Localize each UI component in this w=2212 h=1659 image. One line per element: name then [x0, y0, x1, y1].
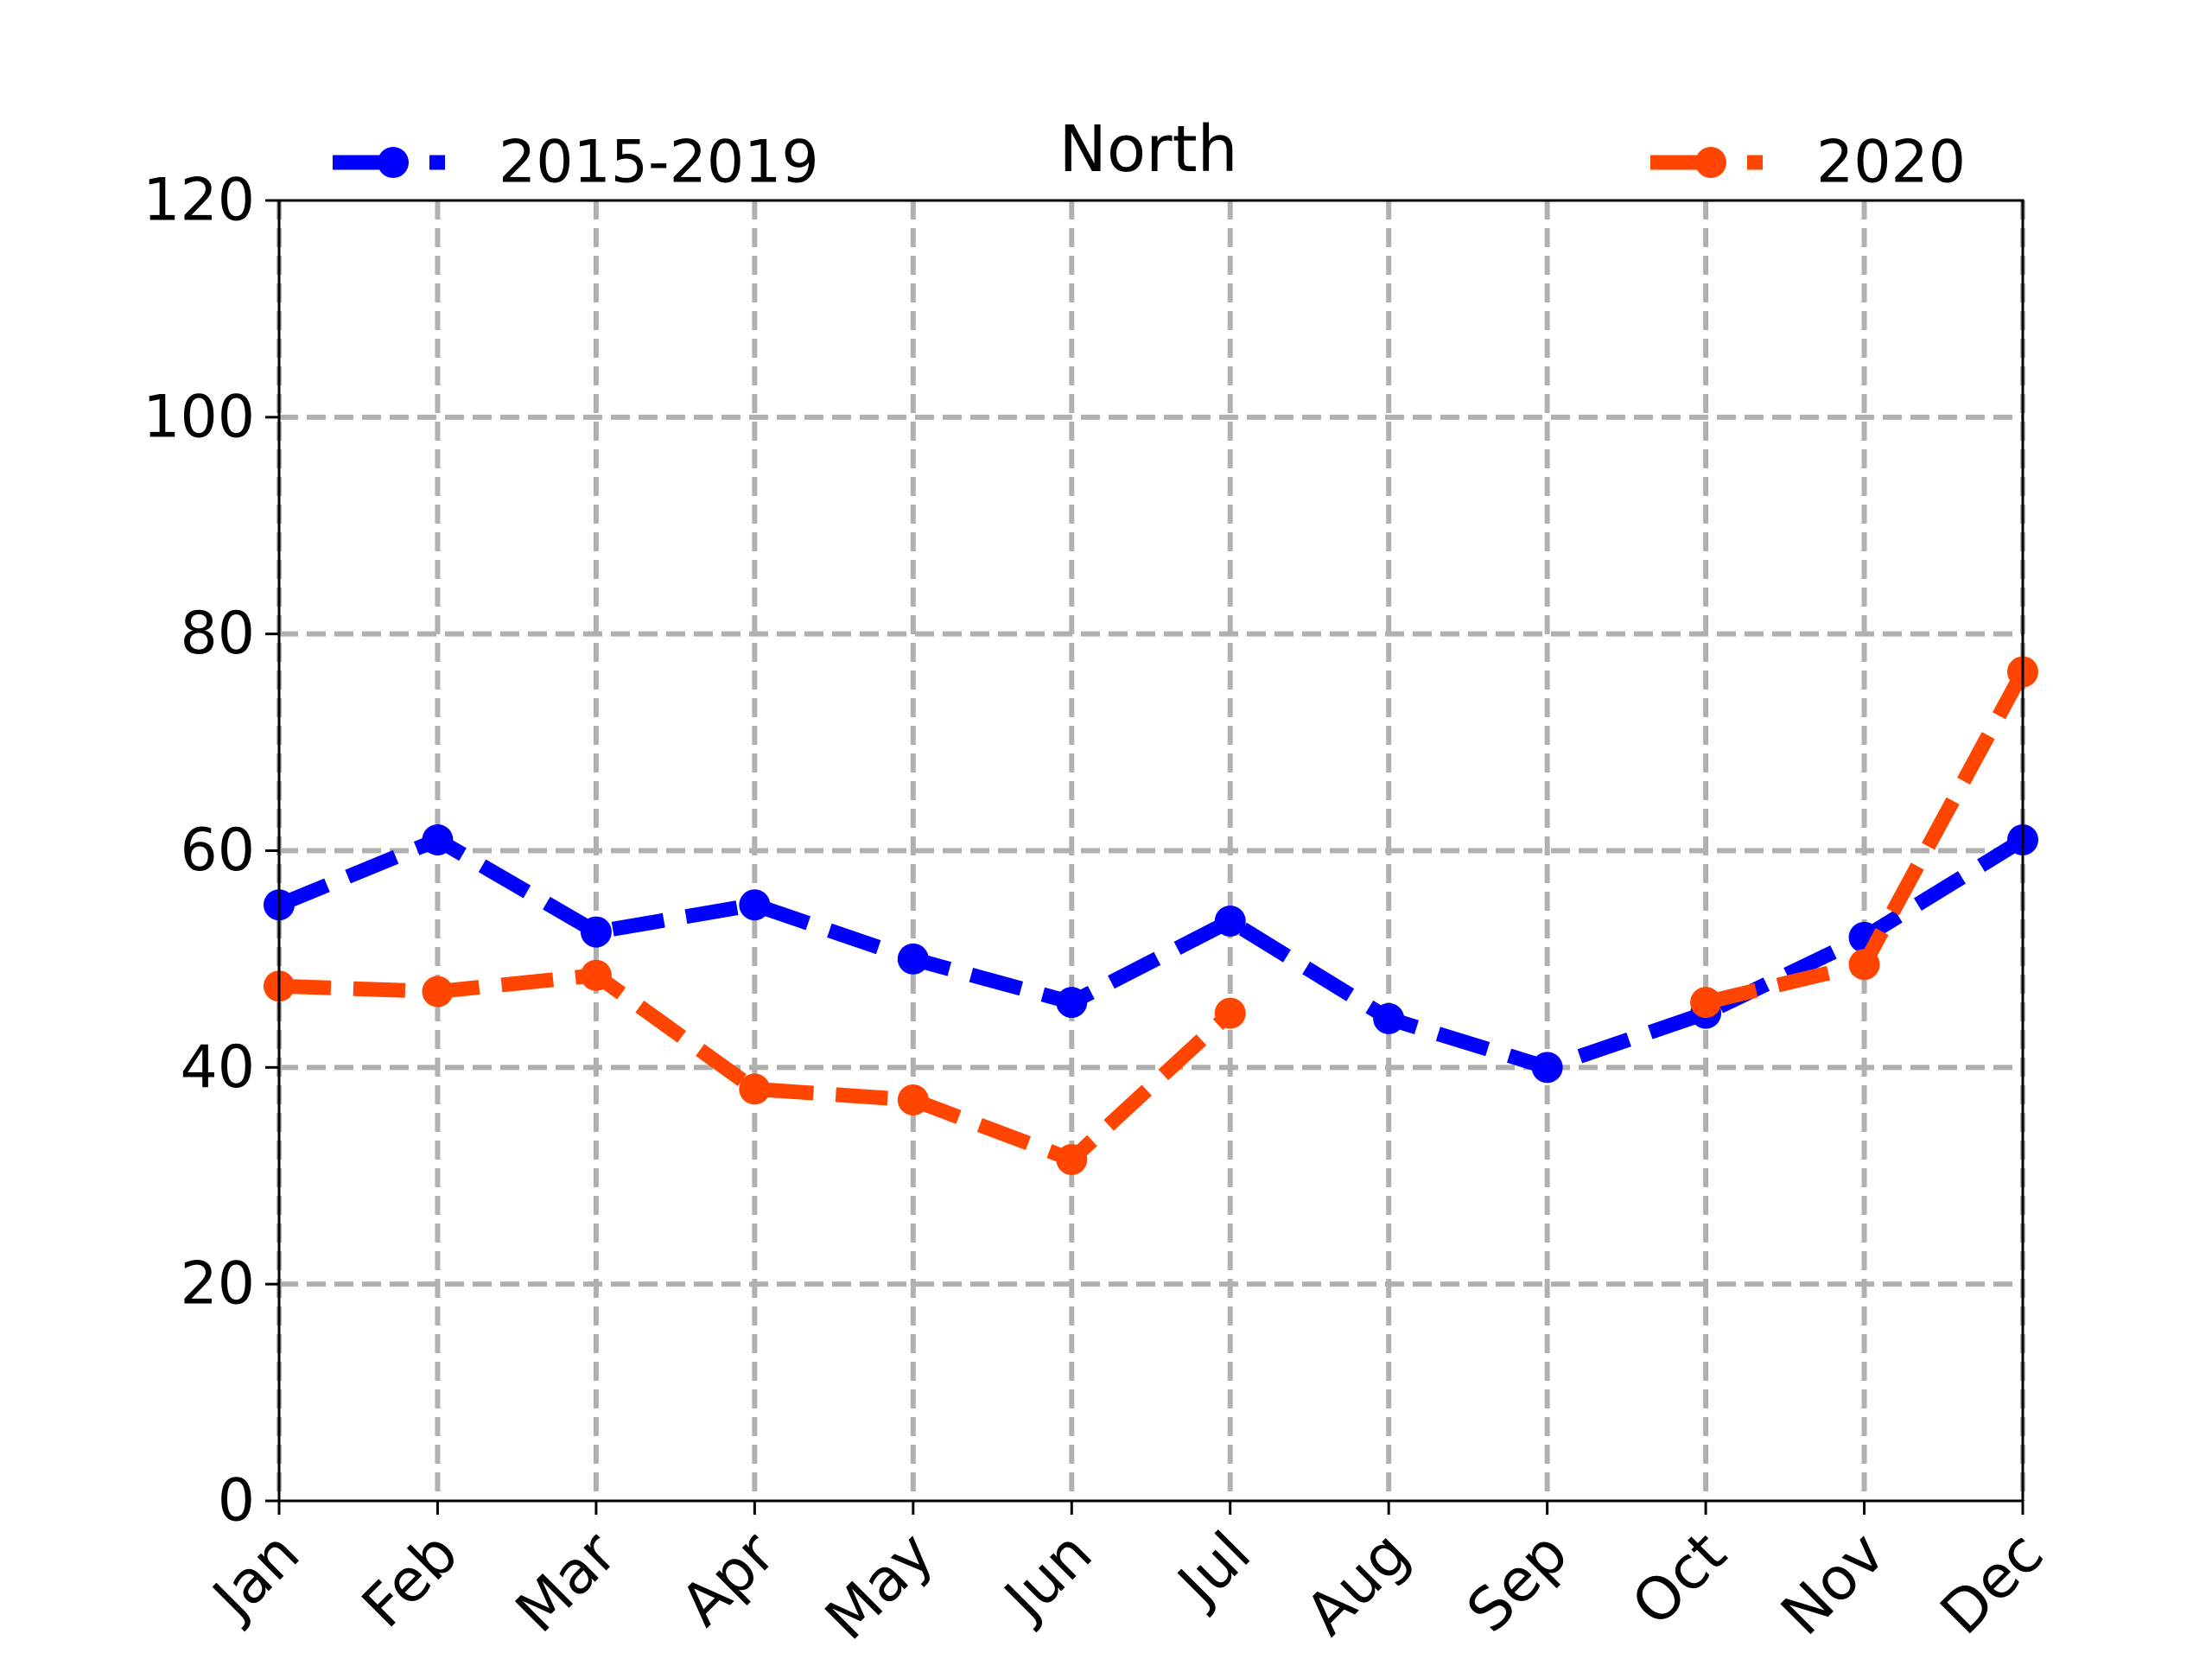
data-point [1848, 949, 1880, 981]
x-tick-label: Aug [1294, 1519, 1423, 1649]
x-tick-label: Sep [1454, 1519, 1581, 1646]
data-point [1056, 987, 1088, 1019]
data-point [1056, 1143, 1088, 1175]
y-tick-label: 80 [180, 600, 255, 668]
x-tick-label: Feb [350, 1519, 472, 1641]
series-2020 [264, 656, 2038, 1175]
series-line [276, 832, 2027, 1075]
legend: 2015-2019 2020 [333, 129, 1966, 197]
data-point [897, 1084, 929, 1116]
y-tick-label: 40 [180, 1033, 255, 1102]
data-point [739, 1073, 771, 1105]
y-tick-label: 100 [143, 383, 255, 451]
data-point [1214, 906, 1246, 938]
y-tick-label: 60 [180, 817, 255, 885]
data-point [897, 943, 929, 975]
data-point [422, 976, 454, 1007]
axes: Jan Feb Mar Apr May Jun Jul Aug Sep Oct Nov Dec 0 20 4… [143, 167, 2056, 1654]
data-point [580, 916, 612, 948]
data-point [1531, 1052, 1563, 1084]
x-tick-label: Jan [198, 1519, 313, 1634]
x-tick-label: Jun [990, 1519, 1106, 1635]
legend-label: 2020 [1816, 129, 1966, 197]
data-point [739, 889, 771, 921]
legend-marker [1695, 147, 1726, 178]
series-group [264, 656, 2038, 1175]
y-tick-label: 20 [180, 1250, 255, 1319]
series-2015-2019 [264, 823, 2038, 1084]
data-point [422, 823, 454, 855]
legend-label: 2015-2019 [499, 129, 819, 197]
legend-entry: 2020 [1650, 129, 1966, 197]
data-point [1690, 987, 1722, 1019]
x-tick-label: Nov [1769, 1519, 1898, 1649]
data-point [1373, 1002, 1405, 1034]
y-tick-label: 120 [143, 167, 255, 235]
x-tick-label: Apr [668, 1519, 788, 1639]
x-tick-label: Oct [1619, 1519, 1739, 1639]
x-tick-label: Jul [1163, 1519, 1264, 1620]
x-tick-label: Mar [503, 1519, 630, 1646]
legend-marker [378, 147, 409, 178]
x-tick-label: May [813, 1519, 947, 1653]
grid [276, 200, 2025, 1501]
chart-title: North [1059, 112, 1238, 187]
legend-entry: 2015-2019 [333, 129, 819, 197]
data-point [580, 959, 612, 991]
y-tick-label: 0 [218, 1467, 255, 1535]
data-point [1214, 997, 1246, 1029]
x-tick-label: Dec [1928, 1519, 2056, 1648]
